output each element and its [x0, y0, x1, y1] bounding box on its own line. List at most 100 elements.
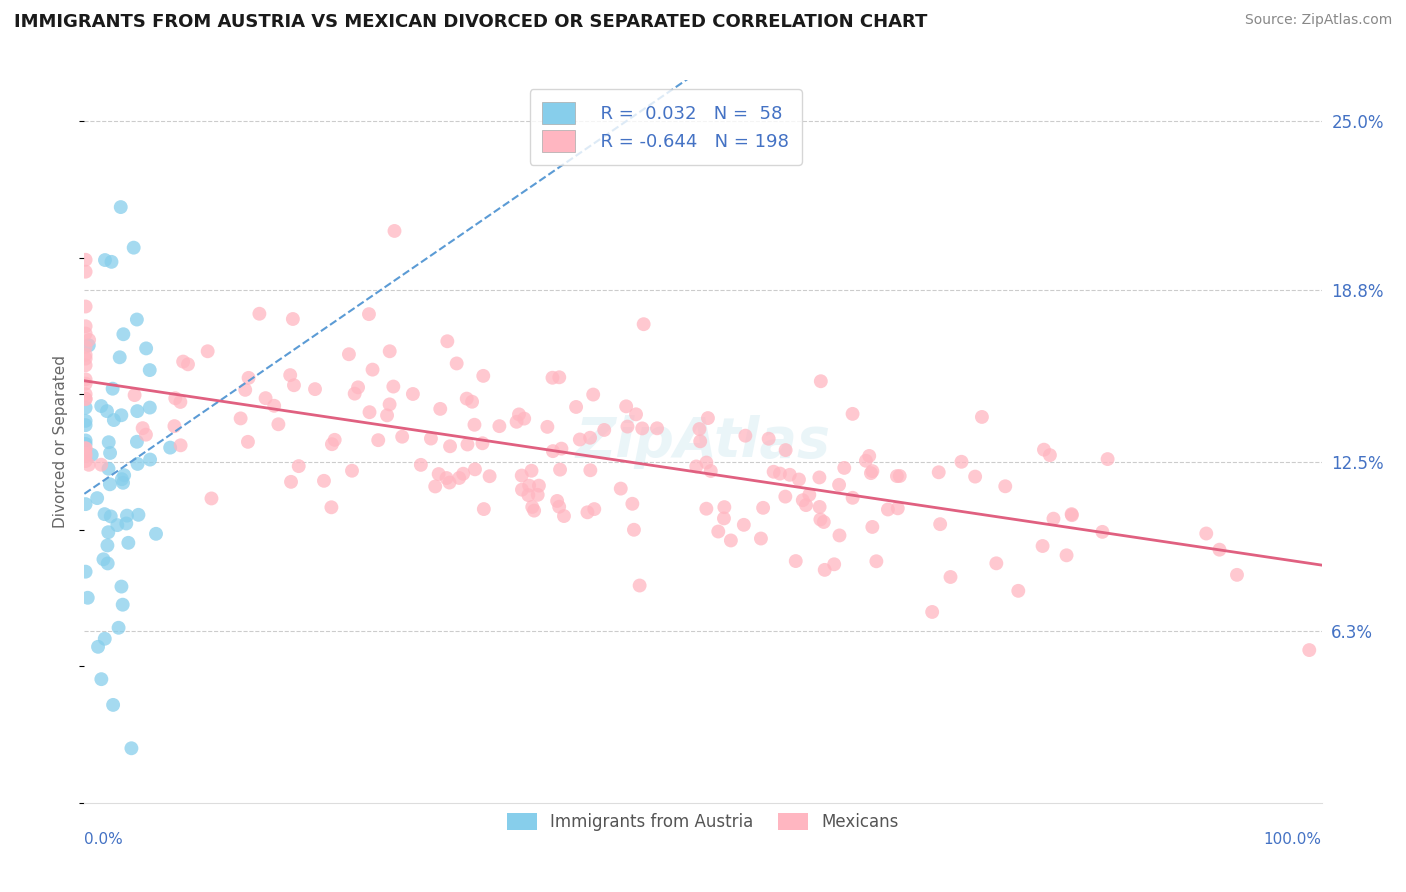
Point: [762, 465, 785, 479]
Point: [96, 539, 118, 553]
Point: [733, 517, 755, 532]
Text: Source: ZipAtlas.com: Source: ZipAtlas.com: [1244, 13, 1392, 28]
Point: [382, 379, 405, 393]
Point: [576, 505, 599, 519]
Point: [749, 532, 772, 546]
Point: [623, 523, 645, 537]
Point: [236, 434, 259, 449]
Point: [548, 370, 571, 384]
Point: [568, 433, 591, 447]
Point: [197, 344, 219, 359]
Point: [409, 458, 432, 472]
Legend: Immigrants from Austria, Mexicans: Immigrants from Austria, Mexicans: [501, 806, 905, 838]
Point: [517, 478, 540, 492]
Point: [758, 432, 780, 446]
Point: [449, 471, 471, 485]
Point: [75, 376, 97, 391]
Point: [323, 433, 346, 447]
Point: [75, 414, 97, 428]
Point: [1032, 539, 1054, 553]
Point: [832, 461, 855, 475]
Point: [889, 469, 911, 483]
Point: [124, 388, 146, 402]
Point: [229, 411, 252, 425]
Point: [75, 454, 97, 468]
Point: [928, 465, 950, 479]
Point: [841, 407, 863, 421]
Point: [165, 391, 187, 405]
Point: [419, 432, 441, 446]
Point: [439, 475, 461, 490]
Point: [100, 509, 122, 524]
Point: [523, 503, 546, 517]
Point: [337, 347, 360, 361]
Point: [1298, 643, 1320, 657]
Point: [247, 307, 270, 321]
Point: [582, 387, 605, 401]
Point: [775, 443, 797, 458]
Point: [111, 472, 134, 486]
Point: [700, 464, 723, 478]
Point: [456, 392, 478, 406]
Point: [93, 552, 115, 566]
Point: [886, 469, 908, 483]
Point: [238, 371, 260, 385]
Point: [877, 502, 900, 516]
Point: [97, 435, 120, 450]
Point: [583, 502, 606, 516]
Point: [281, 312, 304, 326]
Point: [163, 419, 186, 434]
Point: [522, 500, 544, 514]
Point: [177, 357, 200, 371]
Point: [77, 333, 100, 347]
Point: [707, 524, 730, 539]
Point: [461, 394, 484, 409]
Point: [792, 493, 814, 508]
Point: [858, 449, 880, 463]
Point: [75, 418, 97, 433]
Point: [101, 698, 124, 712]
Point: [1060, 507, 1083, 521]
Point: [367, 433, 389, 447]
Point: [965, 469, 987, 483]
Point: [90, 672, 112, 686]
Point: [859, 466, 882, 480]
Point: [357, 307, 380, 321]
Point: [169, 395, 191, 409]
Point: [75, 392, 97, 406]
Point: [841, 491, 863, 505]
Point: [799, 488, 821, 502]
Point: [90, 458, 112, 472]
Point: [510, 468, 533, 483]
Point: [135, 342, 157, 356]
Point: [75, 340, 97, 354]
Point: [402, 387, 425, 401]
Point: [115, 516, 138, 531]
Point: [488, 419, 510, 434]
Point: [75, 300, 97, 314]
Point: [929, 517, 952, 532]
Point: [145, 526, 167, 541]
Point: [463, 417, 485, 432]
Point: [689, 434, 711, 449]
Point: [97, 557, 120, 571]
Point: [787, 473, 810, 487]
Point: [283, 378, 305, 392]
Point: [720, 533, 742, 548]
Point: [536, 420, 558, 434]
Point: [855, 454, 877, 468]
Point: [94, 253, 117, 268]
Point: [478, 469, 501, 483]
Point: [378, 344, 401, 359]
Point: [614, 400, 637, 414]
Point: [93, 507, 115, 521]
Point: [616, 419, 638, 434]
Point: [75, 392, 97, 406]
Point: [90, 399, 112, 413]
Point: [75, 387, 97, 401]
Point: [527, 478, 550, 492]
Point: [117, 536, 139, 550]
Point: [550, 442, 572, 456]
Point: [1007, 583, 1029, 598]
Point: [75, 497, 97, 511]
